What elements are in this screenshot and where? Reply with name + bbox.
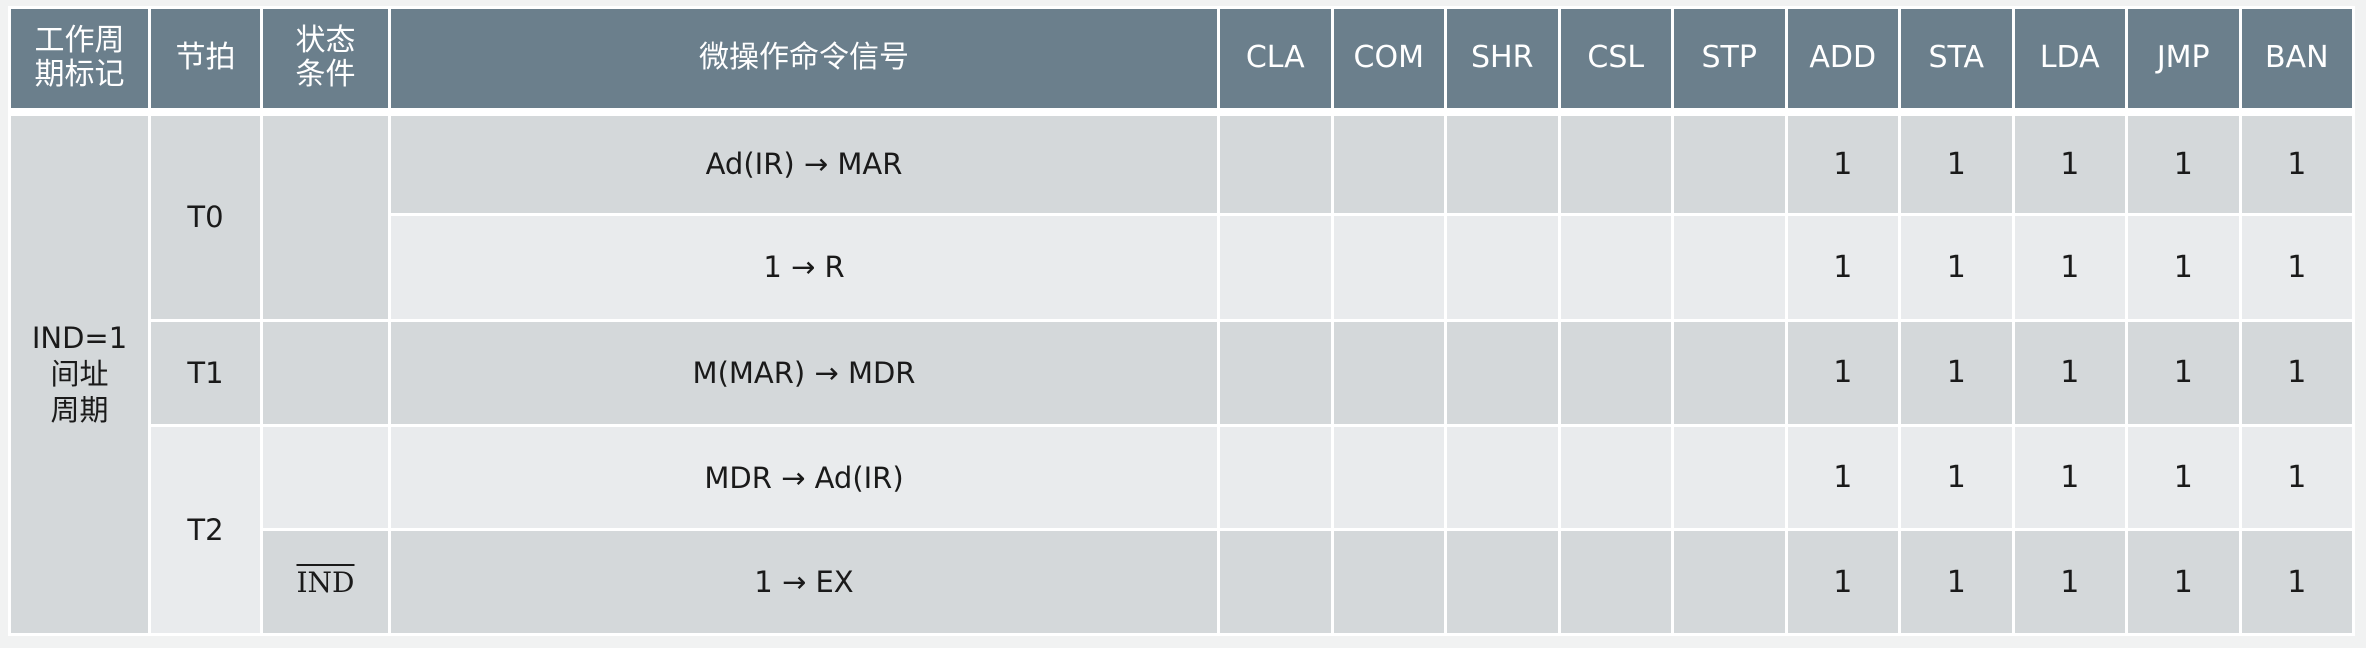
header-beat: 节拍 [148, 6, 263, 113]
header-instr-csl: CSL [1557, 6, 1674, 113]
value-cell [1671, 528, 1788, 636]
condition-cell [260, 107, 391, 323]
micro-op-cell: 1 → R [388, 212, 1220, 323]
value-cell [1671, 423, 1788, 532]
value-cell: 1 [2011, 319, 2128, 427]
header-instr-ban: BAN [2238, 6, 2355, 113]
value-cell: 1 [1898, 107, 2015, 216]
value-cell: 1 [2011, 528, 2128, 636]
table-row: 1 → R 1 1 1 1 1 [10, 212, 2355, 323]
value-cell: 1 [2238, 107, 2355, 216]
header-instr-add: ADD [1784, 6, 1901, 113]
value-cell: 1 [1784, 423, 1901, 532]
value-cell [1444, 212, 1561, 323]
micro-operation-table: 工作周 期标记 节拍 状态 条件 微操作命令信号 CLA COM SHR CSL… [8, 6, 2355, 637]
value-cell: 1 [1784, 107, 1901, 216]
condition-ind-bar: IND [260, 528, 391, 636]
cycle-label: IND=1 间址 周期 [8, 107, 151, 636]
value-cell: 1 [1898, 319, 2015, 427]
table-row: IND=1 间址 周期 T0 Ad(IR) → MAR 1 1 1 1 1 [8, 107, 2355, 636]
value-cell: 1 [1898, 212, 2015, 323]
table-row: T1 M(MAR) → MDR 1 1 1 1 1 [10, 319, 2355, 427]
value-cell: 1 [2125, 423, 2242, 532]
value-cell [1444, 107, 1561, 216]
value-cell [1557, 319, 1674, 427]
header-condition: 状态 条件 [260, 6, 391, 113]
value-cell: 1 [2238, 423, 2355, 532]
header-cycle-flag: 工作周 期标记 [8, 6, 151, 113]
value-cell [1217, 319, 1334, 427]
value-cell [1557, 423, 1674, 532]
value-cell [1557, 107, 1674, 216]
value-cell [1330, 528, 1447, 636]
value-cell: 1 [2125, 212, 2242, 323]
condition-cell [260, 423, 391, 532]
ind-bar-text: IND [296, 566, 355, 600]
beat-t1: T1 [148, 319, 263, 427]
micro-op-cell: M(MAR) → MDR [388, 319, 1220, 427]
beat-t2: T2 [148, 423, 263, 637]
header-instr-jmp: JMP [2125, 6, 2242, 113]
value-cell: 1 [2011, 212, 2128, 323]
header-instr-sta: STA [1898, 6, 2015, 113]
value-cell [1330, 107, 1447, 216]
micro-op-cell: 1 → EX [388, 528, 1220, 636]
condition-cell [260, 319, 391, 427]
value-cell: 1 [2125, 319, 2242, 427]
value-cell [1557, 528, 1674, 636]
header-instr-cla: CLA [1217, 6, 1334, 113]
table-row: IND 1 → EX 1 1 1 1 1 [10, 528, 2355, 636]
value-cell [1444, 423, 1561, 532]
value-cell [1444, 528, 1561, 636]
value-cell [1330, 212, 1447, 323]
value-cell: 1 [1898, 528, 2015, 636]
value-cell [1671, 319, 1788, 427]
value-cell: 1 [1898, 423, 2015, 532]
header-instr-shr: SHR [1444, 6, 1561, 113]
value-cell [1217, 107, 1334, 216]
table-row: T2 MDR → Ad(IR) 1 1 1 1 1 [10, 423, 2355, 637]
value-cell [1217, 528, 1334, 636]
micro-op-cell: MDR → Ad(IR) [388, 423, 1220, 532]
value-cell: 1 [1784, 528, 1901, 636]
value-cell [1671, 212, 1788, 323]
value-cell [1330, 319, 1447, 427]
value-cell [1330, 423, 1447, 532]
value-cell: 1 [1784, 319, 1901, 427]
header-micro-ops: 微操作命令信号 [388, 6, 1220, 113]
header-instr-stp: STP [1671, 6, 1788, 113]
value-cell: 1 [2238, 319, 2355, 427]
value-cell [1217, 212, 1334, 323]
value-cell: 1 [2011, 423, 2128, 532]
value-cell: 1 [2011, 107, 2128, 216]
micro-op-cell: Ad(IR) → MAR [388, 107, 1220, 216]
value-cell: 1 [2125, 107, 2242, 216]
value-cell [1217, 423, 1334, 532]
value-cell: 1 [2125, 528, 2242, 636]
value-cell [1557, 212, 1674, 323]
header-instr-com: COM [1330, 6, 1447, 113]
value-cell: 1 [2238, 528, 2355, 636]
header-row: 工作周 期标记 节拍 状态 条件 微操作命令信号 CLA COM SHR CSL… [8, 6, 2355, 113]
header-instr-lda: LDA [2011, 6, 2128, 113]
beat-t0: T0 [148, 107, 263, 323]
value-cell: 1 [1784, 212, 1901, 323]
value-cell [1671, 107, 1788, 216]
value-cell: 1 [2238, 212, 2355, 323]
value-cell [1444, 319, 1561, 427]
